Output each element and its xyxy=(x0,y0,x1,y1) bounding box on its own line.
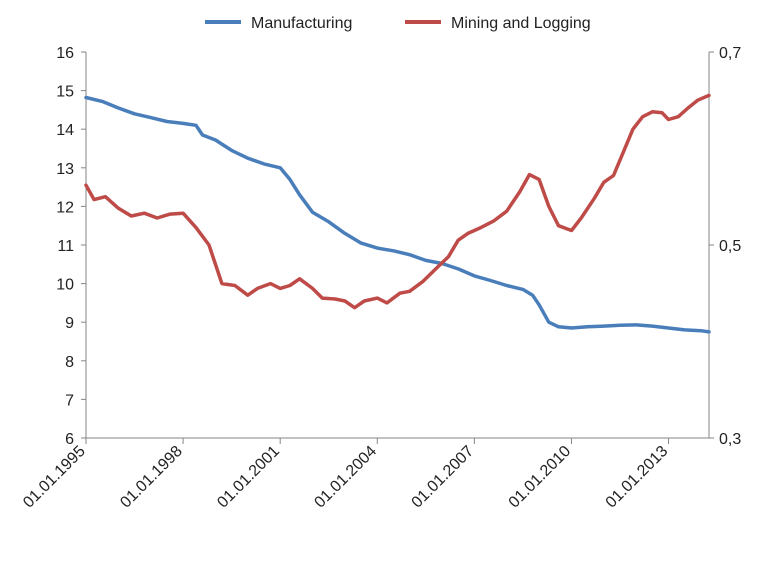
legend-label-mining-and-logging: Mining and Logging xyxy=(451,15,591,32)
x-tick-label: 01.01.2010 xyxy=(506,443,575,512)
y-left-tick-label: 6 xyxy=(65,431,74,448)
y-right-tick-label: 0,7 xyxy=(719,45,741,62)
y-left-tick-label: 15 xyxy=(56,84,74,101)
x-tick-label: 01.01.1995 xyxy=(20,443,89,512)
y-left-tick-label: 7 xyxy=(65,392,74,409)
legend-item-mining-and-logging: Mining and Logging xyxy=(405,15,591,32)
x-tick-label: 01.01.2001 xyxy=(214,443,283,512)
x-tick-label: 01.01.2013 xyxy=(603,443,672,512)
y-left-tick-label: 13 xyxy=(56,161,74,178)
series-line-mining-and-logging xyxy=(84,93,711,310)
y-left-tick-label: 12 xyxy=(56,199,74,216)
legend-label-manufacturing: Manufacturing xyxy=(251,15,352,32)
y-left-tick-label: 16 xyxy=(56,45,74,62)
x-tick-label: 01.01.2007 xyxy=(409,443,478,512)
y-right-tick-label: 0,5 xyxy=(719,238,741,255)
y-right-tick-label: 0,3 xyxy=(719,431,741,448)
legend-item-manufacturing: Manufacturing xyxy=(205,15,352,32)
x-tick-label: 01.01.2004 xyxy=(311,443,380,512)
series-line-manufacturing xyxy=(84,95,711,334)
legend: Manufacturing Mining and Logging xyxy=(205,15,591,32)
y-left-tick-label: 14 xyxy=(56,122,74,139)
y-left-tick-label: 10 xyxy=(56,277,74,294)
y-left-tick-label: 9 xyxy=(65,315,74,332)
plot-area xyxy=(84,93,711,334)
x-tick-label: 01.01.1998 xyxy=(117,443,186,512)
y-left-tick-label: 11 xyxy=(57,238,74,255)
y-left-tick-label: 8 xyxy=(65,354,74,371)
axes: 6 7 8 9 10 11 12 13 14 15 16 0,3 0,5 0,7 01.01.1995 01.… xyxy=(20,45,741,511)
